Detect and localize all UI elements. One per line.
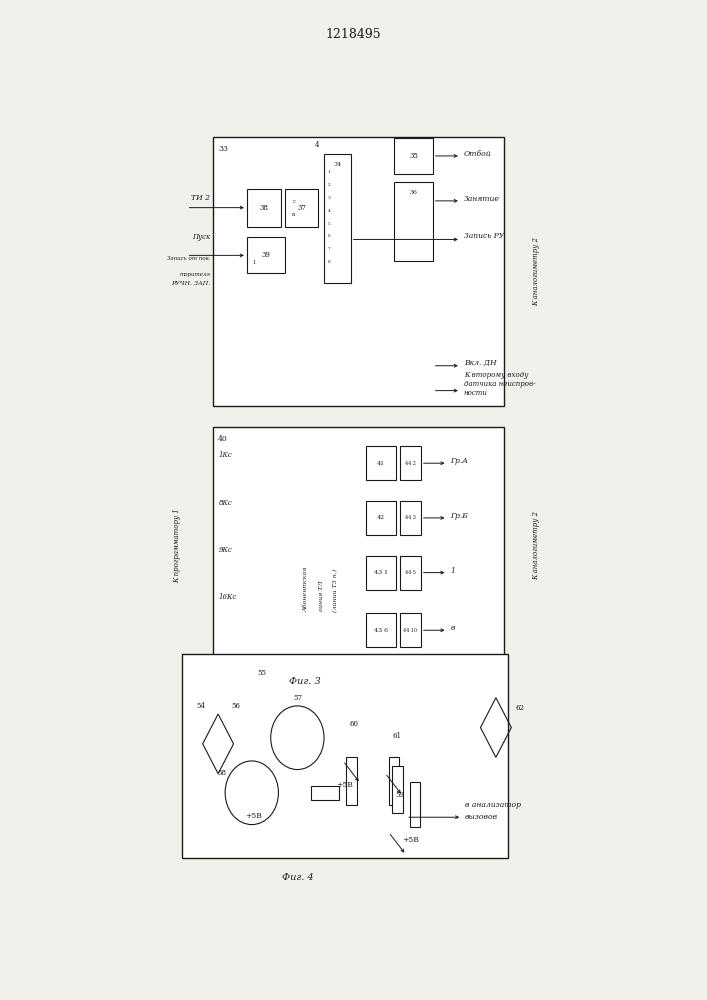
- Text: 60: 60: [350, 720, 359, 728]
- Text: 4: 4: [327, 209, 330, 213]
- Text: линия ТЛ: линия ТЛ: [319, 581, 324, 612]
- Text: +5В: +5В: [402, 836, 419, 844]
- Text: Фиг. 4: Фиг. 4: [281, 873, 313, 882]
- Text: 59: 59: [396, 791, 404, 799]
- Text: К аналогиметру 2: К аналогиметру 2: [532, 511, 540, 580]
- Text: 9Кс: 9Кс: [219, 546, 233, 554]
- Text: 57: 57: [293, 694, 302, 702]
- Bar: [285, 189, 318, 227]
- Bar: [247, 237, 286, 273]
- Text: 8: 8: [327, 260, 330, 264]
- Text: 16Кс: 16Кс: [219, 593, 237, 601]
- Bar: [247, 189, 281, 227]
- Text: 36: 36: [409, 190, 417, 195]
- Text: Гр.Б: Гр.Б: [450, 512, 468, 520]
- Text: 33: 33: [218, 145, 228, 153]
- Text: К аналогиметру 2: К аналогиметру 2: [532, 237, 540, 306]
- Text: 44 2: 44 2: [405, 461, 416, 466]
- Text: 58: 58: [218, 769, 227, 777]
- Text: 44 3: 44 3: [405, 515, 416, 520]
- Text: 7: 7: [327, 247, 330, 251]
- Bar: [214, 137, 504, 406]
- Ellipse shape: [225, 761, 279, 825]
- Bar: [366, 613, 396, 647]
- Bar: [389, 757, 399, 805]
- Text: Фиг. 3: Фиг. 3: [288, 677, 320, 686]
- Bar: [310, 786, 339, 800]
- Text: ности: ности: [464, 389, 488, 397]
- Text: 38: 38: [259, 204, 268, 212]
- Text: 1218495: 1218495: [326, 28, 381, 41]
- Text: Запись от пов.: Запись от пов.: [167, 256, 211, 261]
- Bar: [366, 556, 396, 589]
- Text: 55: 55: [257, 669, 267, 677]
- Text: Занятие: Занятие: [464, 195, 500, 203]
- Bar: [392, 766, 402, 813]
- Text: +5В: +5В: [245, 812, 262, 820]
- Bar: [399, 446, 421, 480]
- Text: датчика неиспров-: датчика неиспров-: [464, 380, 535, 388]
- Text: 43 6: 43 6: [374, 628, 388, 633]
- Ellipse shape: [271, 706, 324, 770]
- Text: торителя: торителя: [180, 272, 211, 277]
- Text: Гр.А: Гр.А: [450, 457, 468, 465]
- Text: 2: 2: [327, 183, 330, 187]
- Text: 62: 62: [515, 704, 525, 712]
- Text: 44 10: 44 10: [403, 628, 417, 633]
- Text: Пуск: Пуск: [192, 233, 211, 241]
- Text: вызовов: вызовов: [465, 813, 498, 821]
- Bar: [346, 757, 357, 805]
- Text: 37: 37: [297, 204, 306, 212]
- Text: РУЧН. ЗАП.: РУЧН. ЗАП.: [171, 281, 211, 286]
- Text: 54: 54: [196, 702, 205, 710]
- Text: 35: 35: [409, 152, 418, 160]
- Text: 6: 6: [327, 234, 330, 238]
- Text: 1: 1: [450, 567, 455, 575]
- Text: в анализатор: в анализатор: [465, 801, 521, 809]
- Text: 39: 39: [262, 251, 271, 259]
- Text: К второму входу: К второму входу: [464, 371, 528, 379]
- Text: 56: 56: [231, 702, 240, 710]
- Bar: [366, 446, 396, 480]
- Text: 1: 1: [252, 260, 256, 265]
- Text: Вкл. ДН: Вкл. ДН: [464, 359, 496, 367]
- Text: 40: 40: [218, 435, 228, 443]
- Text: 4: 4: [315, 141, 320, 149]
- Bar: [399, 501, 421, 535]
- Text: +5В: +5В: [336, 781, 353, 789]
- Bar: [395, 138, 433, 174]
- Text: 5: 5: [327, 222, 330, 226]
- Text: ТИ 2: ТИ 2: [192, 194, 211, 202]
- Text: 8Кс: 8Кс: [219, 499, 233, 507]
- Text: Отбой: Отбой: [464, 150, 491, 158]
- Text: в: в: [450, 624, 455, 632]
- Bar: [366, 501, 396, 535]
- Text: Запись РУ: Запись РУ: [464, 232, 504, 240]
- Text: c: c: [293, 199, 296, 204]
- Text: n: n: [292, 212, 296, 217]
- Text: 34: 34: [333, 162, 341, 167]
- Bar: [399, 556, 421, 589]
- Text: 42: 42: [377, 515, 385, 520]
- Text: (линии Т3 п.): (линии Т3 п.): [333, 569, 338, 612]
- Text: Абонентская: Абонентская: [303, 567, 309, 612]
- Text: 61: 61: [392, 732, 401, 740]
- Bar: [214, 427, 504, 664]
- Bar: [399, 613, 421, 647]
- Bar: [409, 782, 420, 827]
- Text: 44 5: 44 5: [405, 570, 416, 575]
- Bar: [182, 654, 508, 858]
- Text: 43 1: 43 1: [374, 570, 388, 575]
- Bar: [395, 182, 433, 261]
- Text: 3: 3: [327, 196, 330, 200]
- Text: К программатору 1: К программатору 1: [173, 508, 181, 583]
- Text: 41: 41: [377, 461, 385, 466]
- Text: 1: 1: [327, 170, 330, 174]
- Bar: [324, 154, 351, 283]
- Text: 1Кс: 1Кс: [219, 451, 233, 459]
